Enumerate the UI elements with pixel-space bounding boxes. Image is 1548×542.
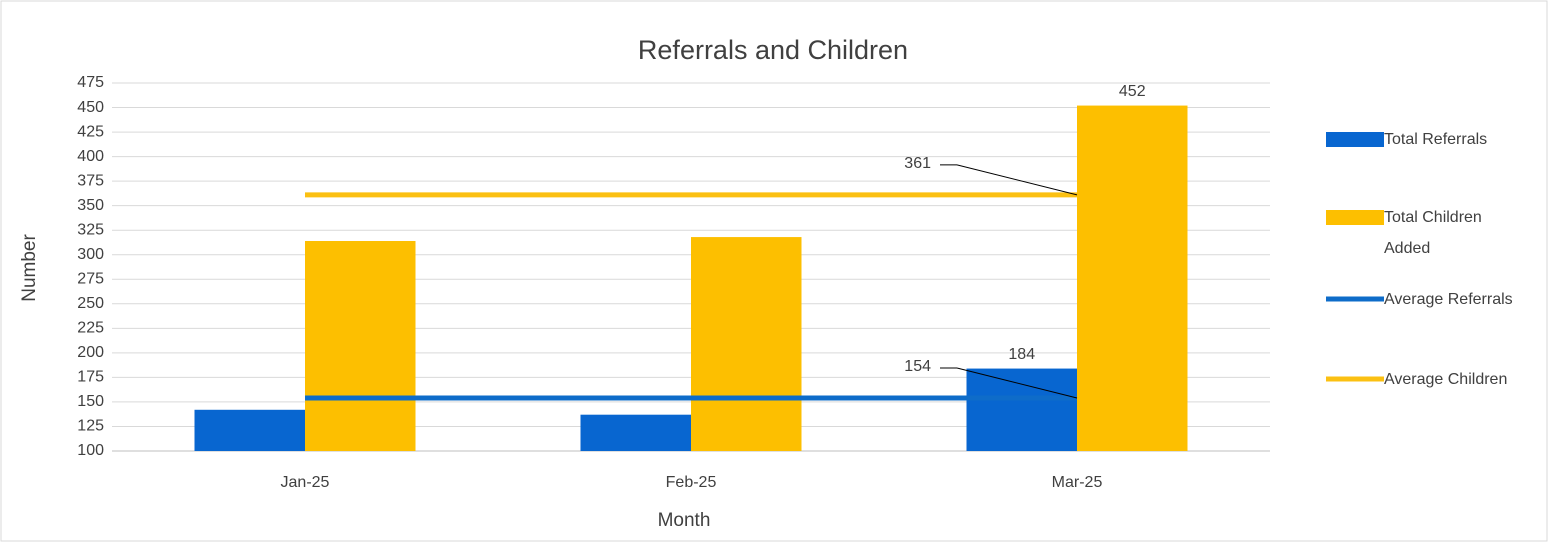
legend-label: Total Referrals bbox=[1384, 131, 1488, 148]
x-tick-label: Jan-25 bbox=[281, 474, 330, 491]
bar bbox=[194, 409, 305, 451]
y-tick-label: 375 bbox=[77, 172, 104, 189]
leader-line bbox=[956, 164, 1078, 196]
y-tick-label: 475 bbox=[77, 74, 104, 91]
bar bbox=[1077, 105, 1188, 451]
x-tick-label: Feb-25 bbox=[666, 474, 717, 491]
data-label: 184 bbox=[1008, 346, 1035, 363]
data-label: 361 bbox=[904, 155, 931, 172]
y-tick-label: 325 bbox=[77, 221, 104, 238]
x-tick-label: Mar-25 bbox=[1052, 474, 1103, 491]
y-tick-label: 250 bbox=[77, 295, 104, 312]
bar bbox=[305, 240, 416, 451]
legend-swatch bbox=[1326, 210, 1384, 225]
y-axis-title: Number bbox=[19, 234, 40, 302]
y-tick-label: 225 bbox=[77, 320, 104, 337]
y-tick-label: 125 bbox=[77, 418, 104, 435]
leader-line bbox=[956, 367, 1078, 399]
y-tick-label: 425 bbox=[77, 123, 104, 140]
chart-title: Referrals and Children bbox=[638, 35, 908, 65]
y-tick-label: 175 bbox=[77, 369, 104, 386]
x-axis-title: Month bbox=[658, 510, 711, 531]
legend-label: Average Referrals bbox=[1384, 291, 1513, 308]
y-tick-label: 450 bbox=[77, 99, 104, 116]
bar bbox=[580, 414, 691, 451]
legend-swatch bbox=[1326, 132, 1384, 147]
data-label: 154 bbox=[904, 358, 931, 375]
y-tick-label: 200 bbox=[77, 344, 104, 361]
y-tick-label: 300 bbox=[77, 246, 104, 263]
bar bbox=[966, 368, 1077, 451]
legend-label: Total Children Added bbox=[1384, 209, 1482, 257]
bar bbox=[691, 237, 802, 451]
y-tick-label: 150 bbox=[77, 393, 104, 410]
y-tick-label: 400 bbox=[77, 148, 104, 165]
legend-label: Average Children bbox=[1384, 371, 1508, 388]
y-tick-label: 275 bbox=[77, 270, 104, 287]
y-tick-label: 100 bbox=[77, 442, 104, 459]
data-label: 452 bbox=[1119, 83, 1146, 100]
y-tick-label: 350 bbox=[77, 197, 104, 214]
